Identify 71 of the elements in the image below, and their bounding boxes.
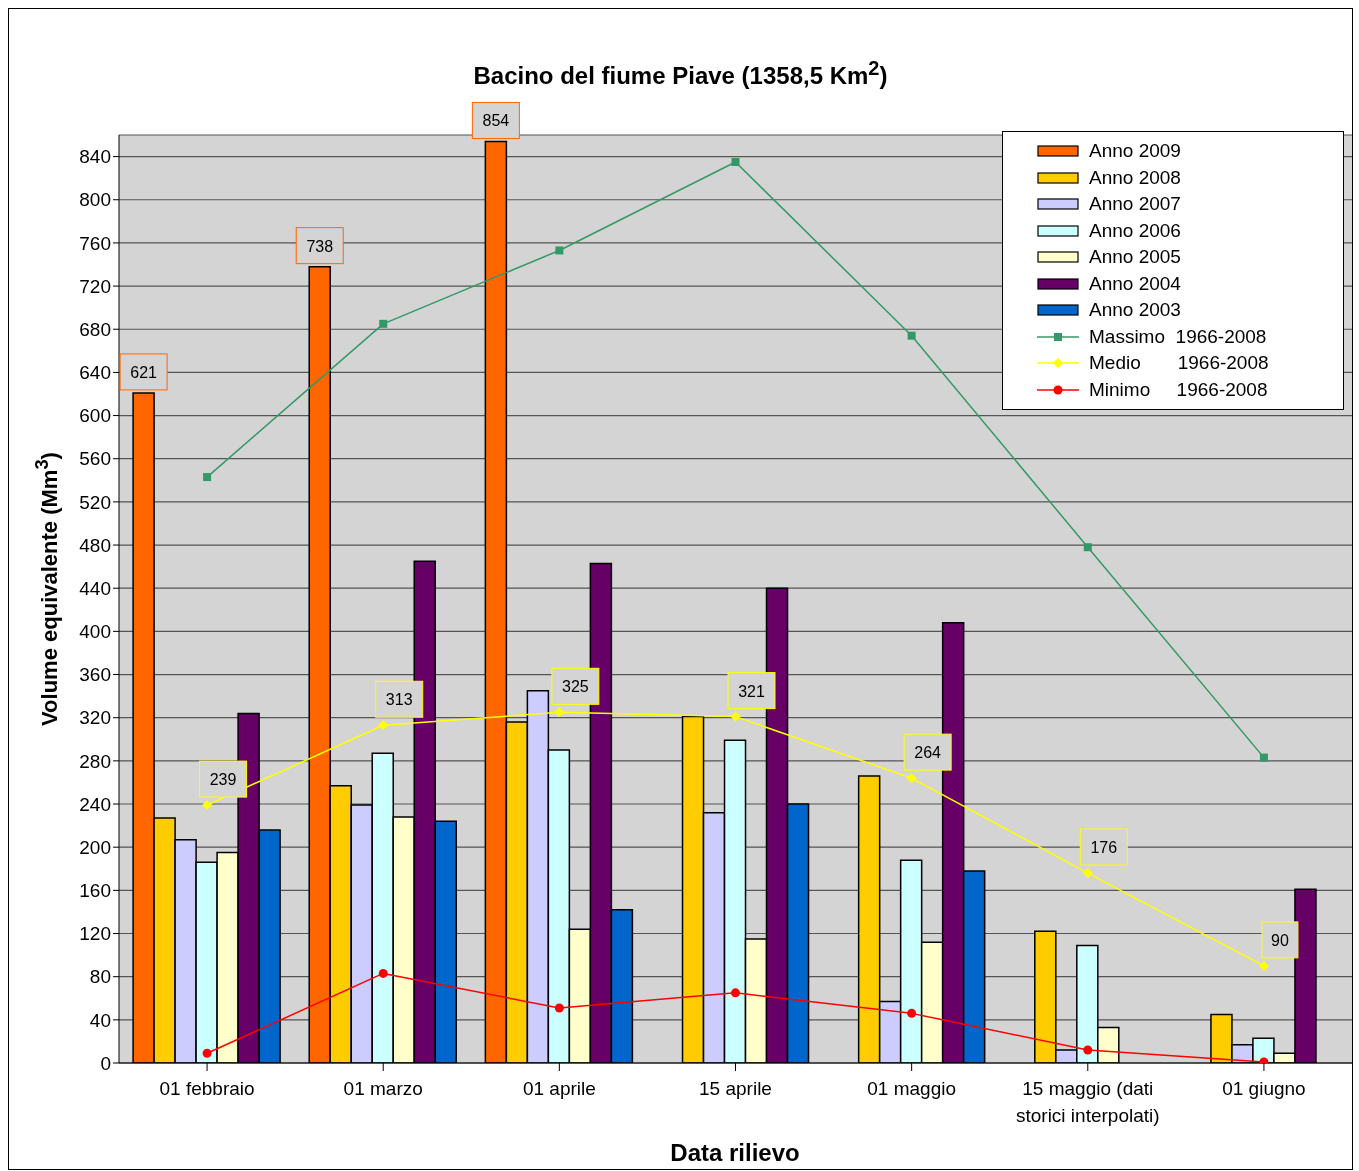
- point: [731, 988, 740, 998]
- point: [202, 1048, 212, 1058]
- point: [1258, 960, 1269, 971]
- point: [555, 246, 564, 255]
- point: [907, 331, 916, 340]
- legend-label: Anno 2007: [1089, 192, 1181, 216]
- point: [1259, 753, 1268, 762]
- point: [906, 773, 917, 784]
- point: [907, 1008, 917, 1018]
- data-label: 313: [385, 691, 413, 709]
- x-axis-title: Data rilievo: [669, 1139, 801, 1167]
- y-tick-label: 600: [79, 405, 111, 427]
- y-tick-label: 360: [79, 664, 111, 686]
- data-label: 738: [306, 237, 334, 255]
- y-tick-label: 0: [100, 1052, 111, 1074]
- x-tick-label: 15 aprile: [699, 1078, 772, 1099]
- y-tick-label: 720: [79, 275, 111, 297]
- y-tick-label: 760: [79, 232, 111, 254]
- point: [379, 319, 388, 328]
- legend-label: Anno 2008: [1089, 165, 1181, 190]
- x-tick-label: 01 marzo: [343, 1078, 423, 1099]
- point: [1083, 543, 1092, 552]
- y-tick-label: 840: [79, 146, 111, 168]
- point: [1083, 1045, 1093, 1055]
- point: [378, 720, 389, 731]
- legend-label: Minimo 1966-2008: [1089, 377, 1268, 402]
- data-label: 90: [1271, 931, 1289, 949]
- y-tick-label: 320: [79, 707, 111, 729]
- y-tick-label: 640: [79, 362, 111, 384]
- y-tick-label: 240: [79, 793, 111, 815]
- y-tick-label: 440: [79, 577, 111, 599]
- x-tick-label: 01 febbraio: [159, 1078, 255, 1099]
- x-tick-label: 01 maggio: [867, 1078, 957, 1099]
- chart-title: Bacino del fiume Piave (1358,5 Km$^{2}$): [472, 57, 889, 90]
- data-label: 854: [482, 112, 510, 130]
- point: [378, 968, 388, 978]
- point: [1082, 868, 1093, 879]
- point: [203, 473, 212, 482]
- point: [730, 711, 741, 722]
- data-label: 176: [1090, 839, 1118, 857]
- y-tick-label: 200: [79, 836, 111, 858]
- y-tick-label: 40: [89, 1009, 111, 1031]
- legend-label: Medio 1966-2008: [1089, 351, 1269, 375]
- x-tick-label: 01 aprile: [522, 1078, 596, 1099]
- x-tick-label: 01 giugno: [1222, 1078, 1306, 1099]
- y-tick-label: 480: [79, 534, 111, 556]
- legend-label: Anno 2005: [1089, 245, 1181, 269]
- point: [554, 707, 565, 718]
- x-tick-label: 15 maggio (dati storici interpolati): [1015, 1078, 1160, 1126]
- y-tick-label: 160: [79, 880, 111, 902]
- point: [554, 1003, 564, 1013]
- data-label: 621: [130, 363, 158, 381]
- y-tick-label: 560: [79, 448, 111, 470]
- data-label: 239: [209, 771, 237, 789]
- data-label: 325: [562, 678, 589, 696]
- legend-label: Anno 2006: [1089, 218, 1181, 243]
- point: [202, 800, 213, 811]
- y-tick-label: 80: [89, 966, 111, 988]
- legend-label: Massimo 1966-2008: [1089, 324, 1267, 349]
- y-tick-label: 520: [79, 491, 111, 513]
- y-tick-label: 400: [79, 621, 111, 643]
- y-tick-label: 800: [79, 189, 111, 211]
- point: [731, 157, 740, 166]
- legend-label: Anno 2004: [1089, 271, 1181, 296]
- legend-label: Anno 2003: [1089, 298, 1181, 322]
- y-tick-label: 680: [79, 318, 111, 340]
- data-label: 264: [914, 744, 942, 762]
- y-tick-label: 280: [79, 750, 111, 772]
- data-label: 321: [738, 682, 765, 700]
- y-tick-label: 120: [79, 923, 111, 945]
- legend-label: Anno 2009: [1089, 139, 1181, 163]
